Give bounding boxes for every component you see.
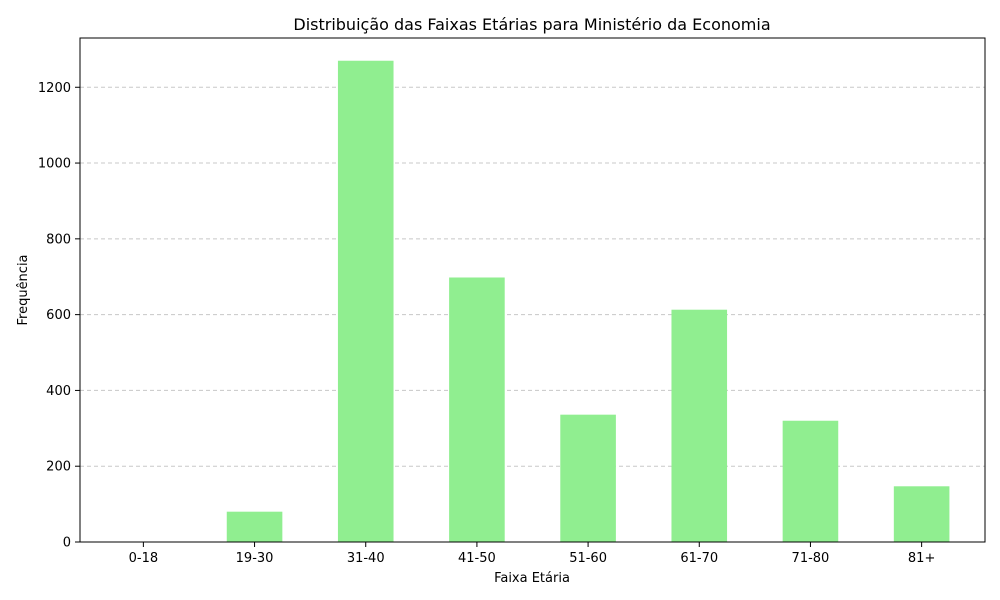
y-tick-label: 1000: [38, 157, 71, 172]
y-tick-labels: 0 200 400 600 800 1000 1200: [38, 81, 71, 551]
y-tick-label: 1200: [38, 81, 71, 96]
x-axis-label: Faixa Etária: [494, 571, 570, 586]
x-tick-label: 31-40: [347, 551, 385, 566]
y-tick-label: 200: [46, 460, 71, 475]
bar-41-50: [449, 277, 505, 542]
x-tick-label: 41-50: [458, 551, 496, 566]
bar-51-60: [560, 414, 616, 542]
bar-31-40: [337, 60, 394, 542]
x-tick-label: 71-80: [792, 551, 830, 566]
bars: [226, 60, 950, 542]
y-tick-label: 800: [46, 232, 71, 247]
bar-19-30: [226, 511, 283, 542]
bar-81+: [893, 486, 950, 542]
y-tick-label: 0: [63, 536, 71, 551]
x-tick-label: 19-30: [236, 551, 274, 566]
chart-title: Distribuição das Faixas Etárias para Min…: [293, 15, 770, 34]
x-tick-label: 81+: [908, 551, 935, 566]
bar-71-80: [782, 420, 839, 542]
plot-frame: [79, 37, 986, 543]
x-tick-label: 51-60: [569, 551, 607, 566]
y-tick-label: 600: [46, 308, 71, 323]
y-tick-label: 400: [46, 384, 71, 399]
x-tick-labels: 0-18 19-30 31-40 41-50 51-60 61-70 71-80 81+: [129, 551, 936, 566]
x-tick-label: 0-18: [129, 551, 159, 566]
y-axis-label: Frequência: [16, 254, 31, 325]
x-tick-label: 61-70: [680, 551, 718, 566]
axes: [75, 37, 986, 547]
bar-61-70: [671, 309, 728, 542]
grid-lines: [80, 86, 985, 467]
